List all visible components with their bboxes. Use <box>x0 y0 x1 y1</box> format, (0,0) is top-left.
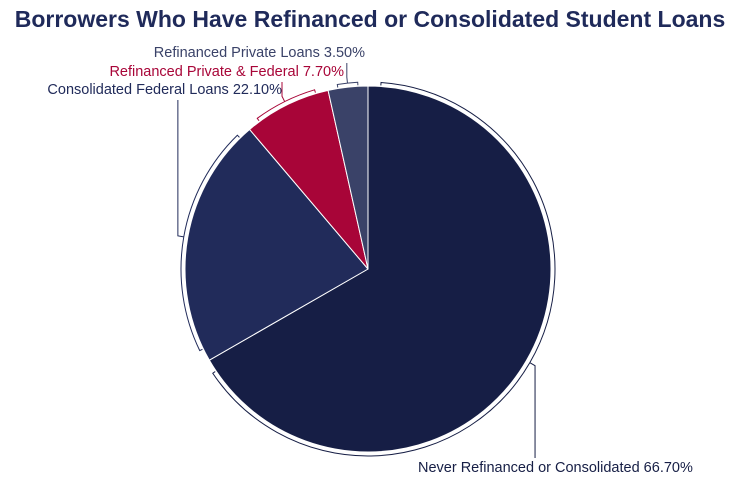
pie-slice-never-refinanced-or-consolidated <box>208 85 552 453</box>
leader-refinanced-private-and-federal <box>256 82 316 122</box>
pie-slice-consolidated-federal-loans <box>184 128 369 361</box>
slice-labels: Never Refinanced or Consolidated 66.70% C… <box>47 45 693 476</box>
slice-label-refinanced-private-loans: Refinanced Private Loans 3.50% <box>154 45 365 61</box>
slice-label-never-refinanced-or-consolidated: Never Refinanced or Consolidated 66.70% <box>418 460 693 476</box>
slice-label-refinanced-private-and-federal: Refinanced Private & Federal 7.70% <box>109 64 344 80</box>
leader-never-refinanced-or-consolidated <box>212 81 556 458</box>
leader-refinanced-private-loans <box>336 63 359 88</box>
pie-slices <box>184 85 552 453</box>
slice-label-consolidated-federal-loans: Consolidated Federal Loans 22.10% <box>47 82 282 98</box>
pie-slice-refinanced-private-loans <box>327 85 369 270</box>
leader-consolidated-federal-loans <box>177 100 240 352</box>
label-leaders <box>177 63 556 458</box>
chart-title: Borrowers Who Have Refinanced or Consoli… <box>14 6 726 32</box>
